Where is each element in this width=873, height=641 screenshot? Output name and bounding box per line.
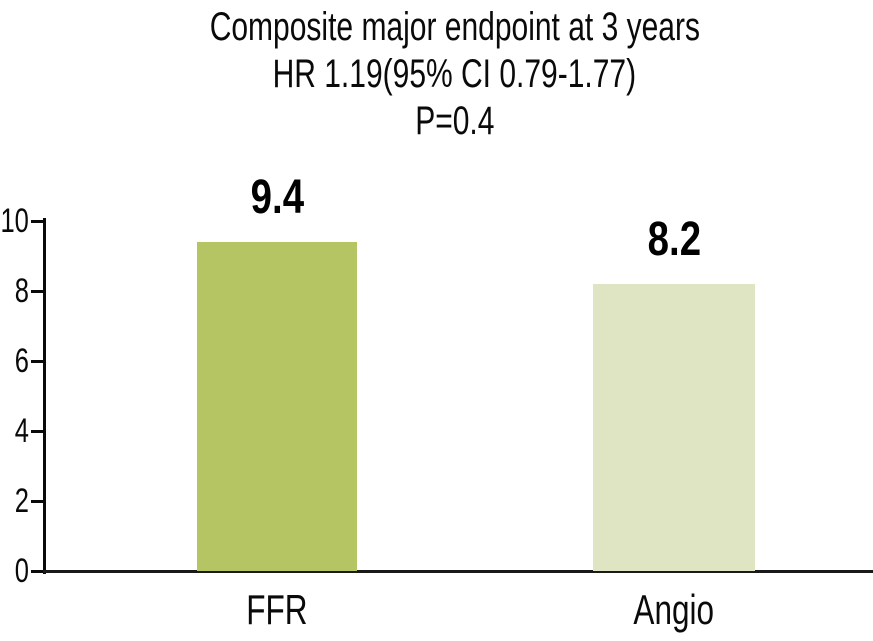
y-axis-tick-label: 10 <box>0 202 29 240</box>
chart-title: Composite major endpoint at 3 years HR 1… <box>38 4 871 145</box>
y-axis-tick <box>31 360 43 363</box>
y-axis-tick <box>31 290 43 293</box>
x-axis-category-label: Angio <box>633 586 715 633</box>
y-axis-tick-label: 8 <box>14 272 29 310</box>
bar-value-label: 8.2 <box>647 213 701 266</box>
y-axis-tick-label: 4 <box>14 412 29 450</box>
chart-title-line-1: Composite major endpoint at 3 years <box>209 5 700 49</box>
chart-title-line-3: P=0.4 <box>414 99 495 143</box>
bar-angio <box>593 284 755 571</box>
y-axis-tick-label: 6 <box>14 342 29 380</box>
y-axis-tick <box>31 220 43 223</box>
y-axis-tick <box>31 430 43 433</box>
y-axis-tick <box>31 570 43 573</box>
chart-title-line-2: HR 1.19(95% CI 0.79-1.77) <box>272 52 637 96</box>
y-axis-tick-label: 2 <box>14 482 29 520</box>
y-axis-tick-label: 0 <box>14 552 29 590</box>
x-axis-category-label: FFR <box>246 586 308 633</box>
bar-value-label: 9.4 <box>250 171 304 224</box>
y-axis-tick <box>31 500 43 503</box>
bar-ffr <box>197 242 357 571</box>
y-axis-line <box>43 218 46 574</box>
x-axis-line <box>43 570 873 573</box>
